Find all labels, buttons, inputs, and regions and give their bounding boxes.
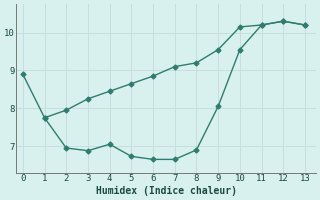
X-axis label: Humidex (Indice chaleur): Humidex (Indice chaleur) [96, 186, 236, 196]
